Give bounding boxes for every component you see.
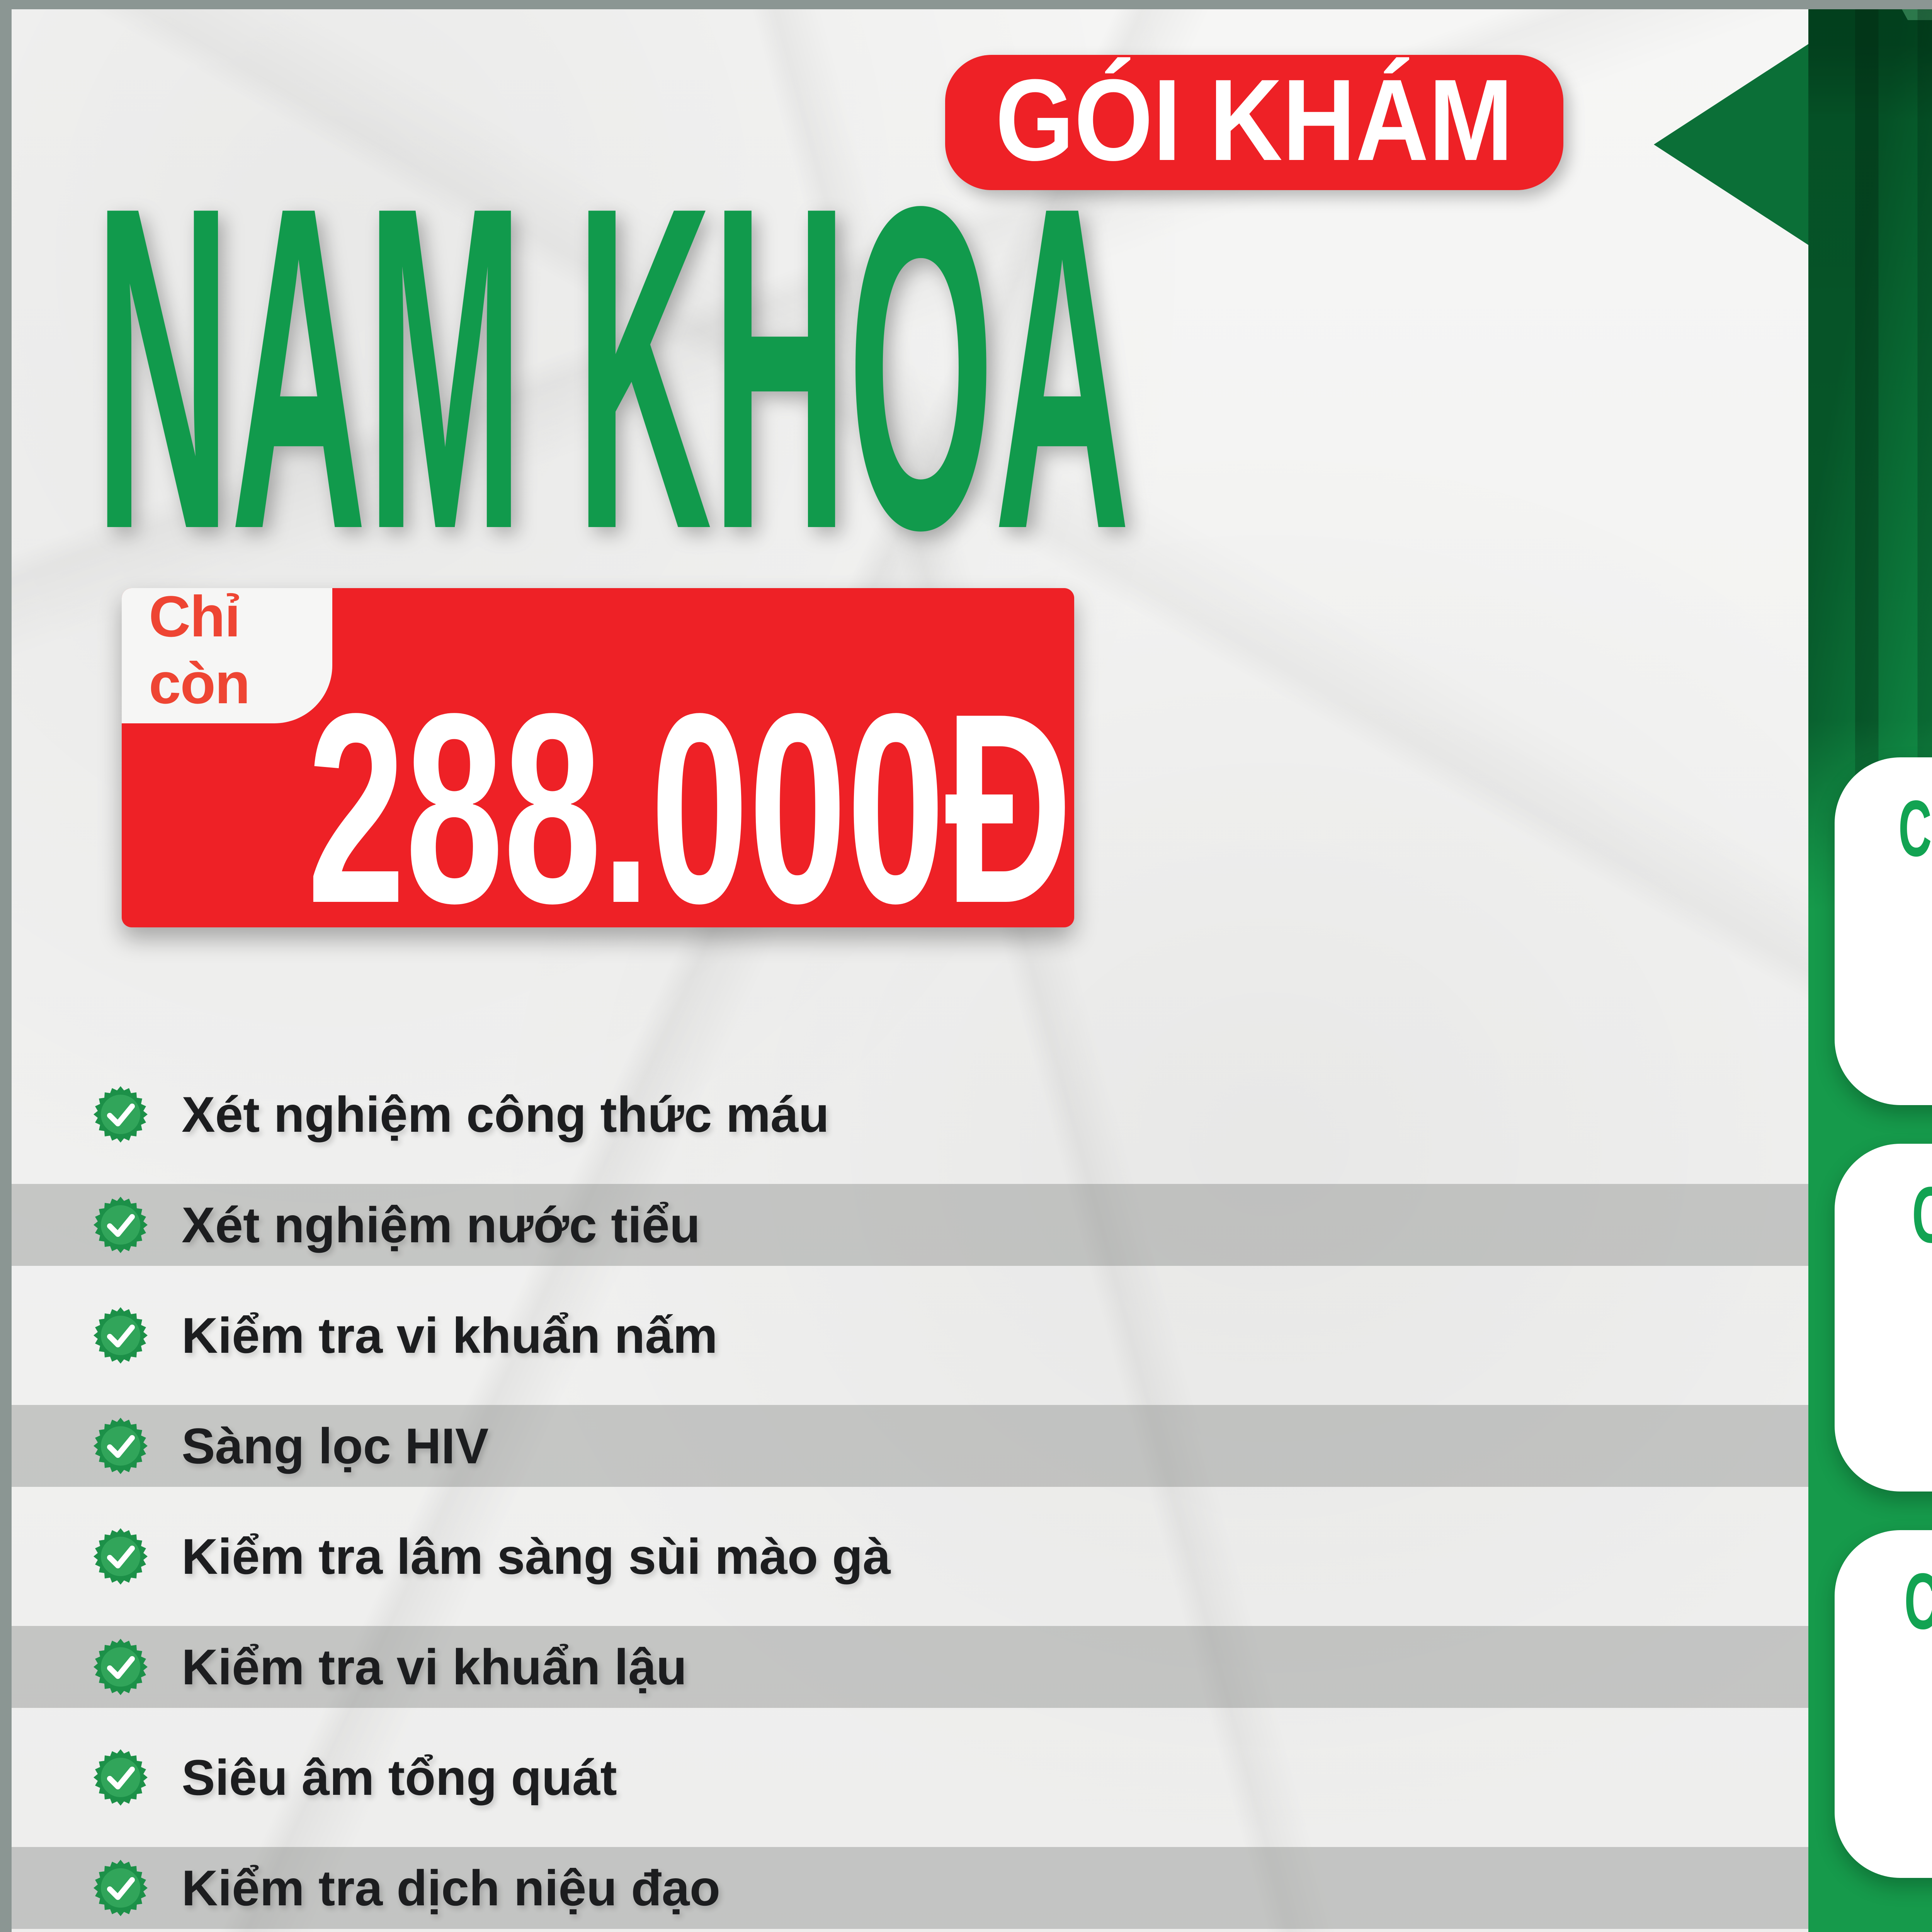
paper-background: GÓI KHÁM NAM KHOA Chỉ còn 288.000Đ Xét n… — [12, 9, 1808, 1932]
page-title-text: NAM KHOA — [95, 166, 1130, 549]
discount-card: CHI PHÍ THỦ THUẬT GIẢM 50 % — [1835, 757, 1932, 1105]
list-item: Kiểm tra dịch niệu đạo — [12, 1847, 1808, 1929]
page-title: NAM KHOA — [95, 166, 1130, 549]
panel-arrow — [1654, 44, 1808, 245]
discount-card-heading: CHI PHÍ ĐIỀU TRỊ GIẢM — [1912, 1170, 1932, 1259]
check-badge-icon — [92, 1306, 150, 1364]
package-badge-text: GÓI KHÁM — [995, 55, 1513, 185]
package-badge: GÓI KHÁM — [945, 55, 1563, 190]
list-item: Xét nghiệm công thức máu — [12, 1073, 1808, 1155]
package-badge-label: GÓI KHÁM — [995, 55, 1513, 185]
discount-card-heading: CHI PHÍ THỦ THUẬT GIẢM — [1898, 784, 1932, 873]
list-item: Siêu âm tổng quát — [12, 1736, 1808, 1818]
discount-value: 50 % — [1835, 873, 1932, 1121]
check-badge-icon — [92, 1085, 150, 1143]
check-badge-icon — [92, 1638, 150, 1696]
check-badge-icon — [92, 1859, 150, 1917]
list-item: Xét nghiệm nước tiểu — [12, 1184, 1808, 1266]
discount-card-heading: CHI PHÍ KIỂM TRA GIẢM — [1904, 1557, 1932, 1646]
list-item: Kiểm tra vi khuẩn lậu — [12, 1626, 1808, 1708]
discount-value: 30 % — [1835, 1260, 1932, 1507]
price-banner: Chỉ còn 288.000Đ — [122, 584, 1074, 927]
price-tag: Chỉ còn — [122, 584, 332, 723]
check-badge-icon — [92, 1748, 150, 1806]
check-badge-icon — [92, 1196, 150, 1254]
clinic-panel: Phòng khám đa khoa ĐÀ LẠT CHI PHÍ THỦ TH… — [1654, 9, 1932, 1932]
price-value: 288.000Đ — [307, 657, 1072, 927]
discount-value: 30 % — [1835, 1646, 1932, 1893]
list-item: Kiểm tra vi khuẩn nấm — [12, 1294, 1808, 1376]
discount-card: CHI PHÍ ĐIỀU TRỊ GIẢM 30 % — [1835, 1144, 1932, 1492]
check-badge-icon — [92, 1417, 150, 1475]
price-tag-label: Chỉ còn — [149, 584, 250, 716]
clinic-type-label: Phòng khám đa khoa — [1808, 419, 1932, 470]
list-item: Kiểm tra lâm sàng sùi mào gà — [12, 1515, 1808, 1597]
price-value-svg: 288.000Đ — [307, 657, 1072, 927]
clinic-name: ĐÀ LẠT — [1808, 480, 1932, 562]
discount-card: CHI PHÍ KIỂM TRA GIẢM 30 % — [1835, 1530, 1932, 1878]
check-badge-icon — [92, 1527, 150, 1585]
list-item: Sàng lọc HIV — [12, 1405, 1808, 1487]
